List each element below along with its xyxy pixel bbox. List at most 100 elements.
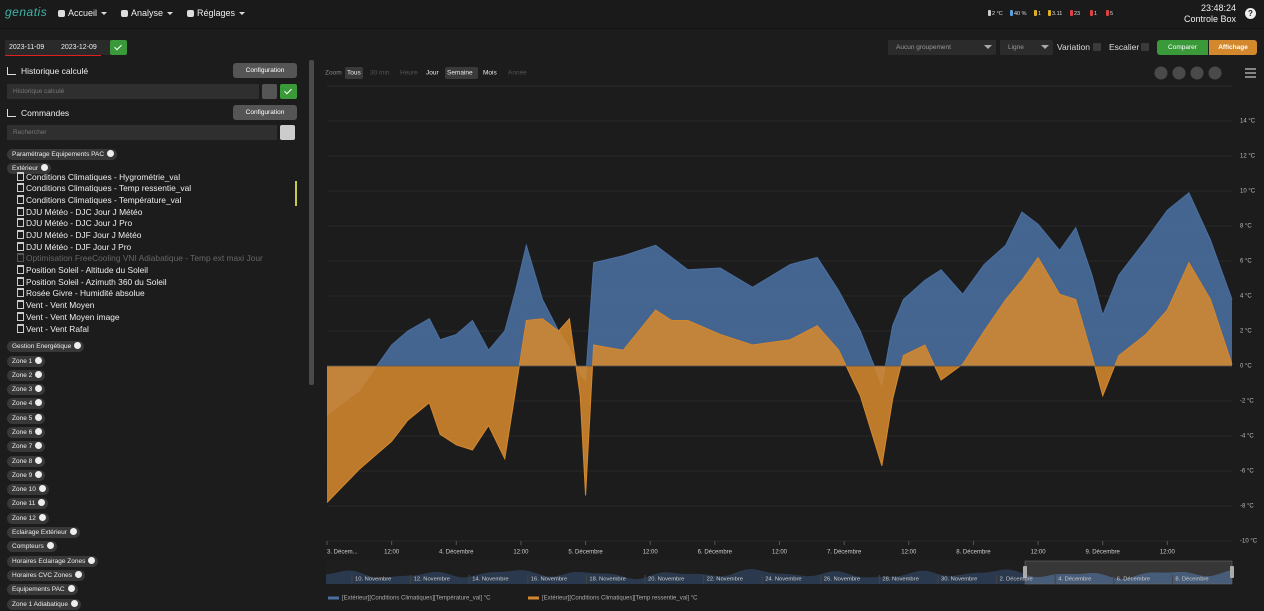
menu-item[interactable]: Réglages — [187, 8, 245, 18]
history-input[interactable]: Historique calculé — [7, 84, 259, 99]
group-pill[interactable]: Compteurs — [7, 541, 57, 553]
search-input[interactable]: Rechercher — [7, 125, 277, 140]
x-tick-label: 12:00 — [1031, 550, 1047, 556]
zoom-button[interactable]: Jour — [426, 70, 439, 77]
x-tick-label: 3. Décem... — [327, 550, 358, 556]
command-item[interactable]: DJU Météo - DJC Jour J Pro — [7, 218, 302, 230]
group-row: Zone 1 Adiabatique — [7, 593, 302, 610]
group-row: Zone 5 — [7, 407, 302, 424]
chart-tool[interactable] — [1190, 66, 1204, 80]
y-tick-label: -6 °C — [1240, 469, 1254, 475]
command-item[interactable]: Position Soleil - Azimuth 360 du Soleil — [7, 277, 302, 289]
command-item[interactable]: DJU Météo - DJF Jour J Météo — [7, 230, 302, 242]
group-pill[interactable]: Eclairage Extérieur — [7, 527, 80, 539]
x-tick-label: 9. Décembre — [1086, 550, 1121, 556]
navigator-label: 4. Décembre — [1058, 577, 1091, 583]
command-item[interactable]: Conditions Climatiques - Hygrométrie_val — [7, 172, 302, 184]
history-calendar[interactable] — [262, 84, 277, 99]
navigator-handle[interactable] — [1230, 566, 1234, 578]
date-to[interactable]: 2023-12-09 — [55, 40, 111, 55]
command-item[interactable]: Conditions Climatiques - Température_val — [7, 195, 302, 207]
group-pill[interactable]: Zone 4 — [7, 398, 46, 410]
logo[interactable]: genatis — [5, 5, 48, 19]
mode-select[interactable]: Ligne — [1000, 40, 1053, 55]
group-pill[interactable]: Extérieur — [7, 163, 52, 175]
command-item[interactable]: Conditions Climatiques - Temp ressentie_… — [7, 183, 302, 195]
command-item[interactable]: DJU Météo - DJC Jour J Météo — [7, 207, 302, 219]
group-pill[interactable]: Zone 6 — [7, 427, 46, 438]
stairs-label: Escalier — [1109, 42, 1140, 52]
zoom-button[interactable]: Mois — [483, 70, 497, 77]
group-row: Zone 2 — [7, 364, 302, 381]
legend-label[interactable]: [Extérieur][Conditions Climatiques][Temp… — [542, 596, 698, 602]
apply-button[interactable] — [110, 40, 127, 55]
zoom-button[interactable]: Semaine — [447, 70, 473, 77]
command-item[interactable]: Vent - Vent Rafal — [7, 324, 302, 336]
menu-item[interactable]: Analyse — [121, 8, 173, 18]
chart-tool[interactable] — [1172, 66, 1186, 80]
history-title: Historique calculé — [7, 66, 88, 76]
history-config[interactable]: Configuration — [233, 63, 297, 78]
group-pill[interactable]: Paramétrage Equipements PAC — [7, 149, 118, 160]
group-pill[interactable]: Zone 5 — [7, 412, 46, 424]
commands-config[interactable]: Configuration — [233, 105, 297, 120]
y-tick-label: 4 °C — [1240, 294, 1252, 300]
command-item[interactable]: Vent - Vent Moyen — [7, 300, 302, 312]
group-pill[interactable]: Zone 12 — [7, 512, 49, 524]
status-item: 23 — [1070, 10, 1080, 17]
variation-checkbox[interactable] — [1093, 43, 1101, 51]
group-pill[interactable]: Zone 3 — [7, 384, 46, 396]
navigator-mask — [326, 561, 1025, 584]
y-tick-label: 2 °C — [1240, 329, 1252, 335]
group-row: Horaires CVC Zones — [7, 564, 302, 581]
y-tick-label: -4 °C — [1240, 434, 1254, 440]
group-pill[interactable]: Zone 10 — [7, 484, 49, 496]
history-apply[interactable] — [280, 84, 297, 99]
date-from[interactable]: 2023-11-09 — [5, 40, 59, 55]
menu-item[interactable]: Accueil — [58, 8, 107, 18]
command-item[interactable]: Rosée Givre - Humidité absolue — [7, 288, 302, 300]
x-tick-label: 12:00 — [901, 550, 917, 556]
group-pill[interactable]: Zone 1 — [7, 355, 46, 367]
x-tick-label: 12:00 — [1160, 550, 1176, 556]
compare-button[interactable]: Comparer — [1157, 40, 1208, 55]
navigator-label: 2. Décembre — [1000, 577, 1033, 583]
group-row: Eclairage Extérieur — [7, 521, 302, 539]
y-tick-label: 12 °C — [1240, 154, 1256, 160]
legend-label[interactable]: [Extérieur][Conditions Climatiques][Temp… — [342, 596, 491, 602]
navigator-label: 6. Décembre — [1117, 577, 1150, 583]
group-pill[interactable]: Gestion Energétique — [7, 341, 85, 353]
x-tick-label: 4. Décembre — [439, 550, 474, 556]
group-pill[interactable]: Zone 9 — [7, 469, 46, 481]
group-pill[interactable]: Zone 7 — [7, 441, 46, 453]
navigator-handle[interactable] — [1023, 566, 1027, 578]
chart-tool[interactable] — [1208, 66, 1222, 80]
variation-label: Variation — [1057, 42, 1090, 52]
zoom-button[interactable]: Tous — [347, 70, 361, 77]
stairs-checkbox[interactable] — [1141, 43, 1149, 51]
navigator-label: 26. Novembre — [824, 577, 860, 583]
group-pill[interactable]: Equipements PAC — [7, 584, 78, 596]
help-button[interactable]: ? — [1245, 8, 1256, 19]
command-item: Optimisation FreeCooling VNI Adiabatique… — [7, 253, 302, 265]
command-item[interactable]: Position Soleil - Altitude du Soleil — [7, 265, 302, 277]
group-pill[interactable]: Zone 1 Adiabatique — [7, 598, 82, 610]
display-button[interactable]: Affichage — [1209, 40, 1257, 55]
group-pill[interactable]: Horaires CVC Zones — [7, 569, 85, 581]
command-item[interactable]: Vent - Vent Moyen image — [7, 312, 302, 324]
series-line — [326, 191, 1233, 416]
navigator-label: 16. Novembre — [531, 577, 567, 583]
zoom-button-bg[interactable] — [345, 67, 363, 79]
search-clear[interactable] — [280, 125, 295, 140]
command-item[interactable]: DJU Météo - DJF Jour J Pro — [7, 242, 302, 254]
chart-tool[interactable] — [1154, 66, 1168, 80]
group-pill[interactable]: Zone 11 — [7, 498, 49, 510]
group-pill[interactable]: Zone 2 — [7, 369, 46, 381]
group-pill[interactable]: Zone 8 — [7, 455, 46, 467]
status-item: 1 — [1034, 10, 1041, 17]
zoom-button: Année — [508, 70, 527, 77]
grouping-select[interactable]: Aucun groupement — [888, 40, 996, 55]
scrollbar[interactable] — [309, 60, 314, 385]
zoom-button-bg[interactable] — [445, 67, 478, 79]
group-pill[interactable]: Horaires Eclairage Zones — [7, 555, 99, 567]
